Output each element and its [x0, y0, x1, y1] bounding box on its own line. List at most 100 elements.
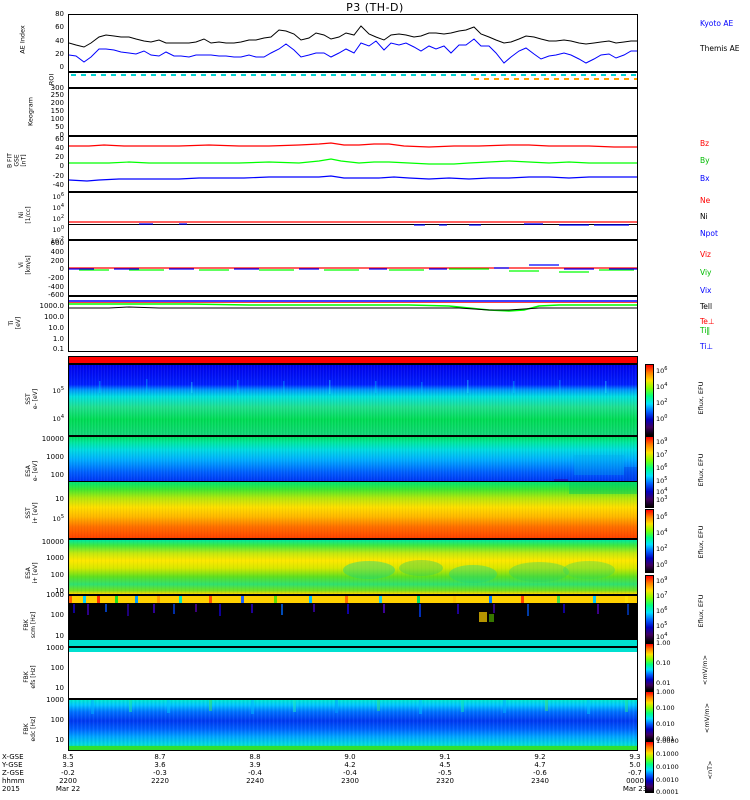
right-label-themis-ae: Themis AE: [700, 44, 740, 53]
ytick-esai-100: 100: [50, 571, 64, 579]
cbtitle-esa-i: Eflux, EFU: [697, 594, 705, 628]
ytick-sste-1e5: 105: [52, 386, 64, 396]
ylabel-velocity: Vi [km/s]: [18, 255, 32, 275]
cbtick-fbkefs-3: 0.001: [656, 735, 675, 743]
ephem-y-5: 4.7: [534, 761, 546, 769]
panel-keogram: [68, 88, 638, 136]
ytick-fbkedc-10: 10: [55, 736, 64, 744]
ytick-b-m40: -40: [52, 181, 64, 189]
panel-roi: [68, 72, 638, 88]
plot-title: P3 (TH-D): [346, 1, 404, 14]
right-label-ne: Ne: [700, 196, 711, 205]
ytick-ni-1e6: 106: [52, 192, 64, 202]
ytick-ae-60: 60: [55, 23, 64, 31]
ytick-v-m200: -200: [48, 274, 64, 282]
ephem-hhmm-4: 2320: [436, 777, 454, 785]
cbtick-esae-0: 109: [656, 437, 668, 447]
ytick-ae-40: 40: [55, 37, 64, 45]
colorbar-esa-e: [645, 436, 654, 508]
ephem-x-3: 9.0: [344, 753, 356, 761]
right-label-kyoto-ae: Kyoto AE: [700, 19, 734, 28]
ytick-v-m600: -600: [48, 291, 64, 299]
ephem-y-3: 4.2: [344, 761, 356, 769]
ylabel-keogram: Keogram: [26, 96, 35, 127]
panel-sst-i-spec: [68, 481, 638, 539]
ylabel-b-fit-gse: B FIT GSE [nT]: [6, 153, 28, 168]
right-label-te-perp: Te⊥: [700, 317, 715, 326]
ylabel-ae-index: AE Index: [18, 25, 27, 54]
ytick-ae-80: 80: [55, 10, 64, 18]
bfield-traces: [69, 142, 637, 182]
ytick-b-0: 0: [59, 162, 64, 170]
panel-sst-e-spec: [68, 364, 638, 436]
ephem-x-0: 8.5: [62, 753, 74, 761]
colorbar-sst-e: [645, 364, 654, 436]
ephem-hhmm-1: 2220: [151, 777, 169, 785]
colorbar-sst-i: [645, 509, 654, 573]
velocity-traces: [69, 264, 637, 273]
ephem-y-4: 4.5: [439, 761, 451, 769]
ytick-v-m400: -400: [48, 283, 64, 291]
right-label-vix: Vix: [700, 286, 712, 295]
ephem-hhmm-0: 2200: [59, 777, 77, 785]
panel-b-fit-gse: [68, 136, 638, 192]
cbtick-esae-1: 107: [656, 450, 668, 460]
right-label-tell: Tell: [700, 302, 713, 311]
cbtick-sste-3: 100: [656, 414, 668, 424]
right-label-bx: Bx: [700, 174, 710, 183]
panel-temperature: [68, 296, 638, 352]
ephem-row-label-hhmm: hhmm: [2, 777, 25, 785]
ylabel-temperature: Ti [eV]: [8, 316, 22, 330]
cbtick-fbkscm-1: 0.10: [656, 659, 671, 667]
right-label-viz: Viz: [700, 250, 711, 259]
ytick-ae-20: 20: [55, 50, 64, 58]
ytick-ni-1e4: 104: [52, 203, 64, 213]
ytick-b-20: 20: [55, 153, 64, 161]
cbtick-esae-2: 106: [656, 463, 668, 473]
ytick-v-0: 0: [59, 265, 64, 273]
ae-index-traces: [69, 25, 637, 64]
ephem-row-label-year: 2015: [2, 785, 20, 793]
ytick-fbkscm-10: 10: [55, 632, 64, 640]
colorbar-fbk-efs: [645, 691, 654, 741]
ephem-hhmm-3: 2300: [341, 777, 359, 785]
cbtitle-fbk-scm: <mV/m>: [701, 654, 709, 686]
ephem-x-5: 9.2: [534, 753, 546, 761]
colorbar-esa-i: [645, 575, 654, 643]
ephem-z-5: -0.6: [533, 769, 547, 777]
cbtick-fbkedc-0: 1.0000: [656, 737, 679, 745]
cbtick-sste-1: 104: [656, 382, 668, 392]
cbtick-fbkedc-2: 0.0100: [656, 763, 679, 771]
roi-markers: [71, 74, 637, 80]
sst-e-spectrogram: [69, 365, 637, 435]
ytick-v-400: 400: [50, 248, 64, 256]
ephem-x-1: 8.7: [154, 753, 166, 761]
cbtick-esae-4: 104: [656, 487, 668, 497]
ytick-b-m20: -20: [52, 172, 64, 180]
right-label-ti-par: Ti‖: [700, 326, 711, 335]
ytick-keo-300: 300: [50, 84, 64, 92]
right-label-viy: Viy: [700, 268, 712, 277]
ephem-z-6: -0.7: [628, 769, 642, 777]
colorbar-fbk-scm: [645, 643, 654, 691]
ephem-x-2: 8.8: [249, 753, 261, 761]
right-label-bz: Bz: [700, 139, 710, 148]
cbtick-esae-3: 105: [656, 476, 668, 486]
ytick-t-1: 1.0: [52, 335, 64, 343]
ytick-t-0p1: 0.1: [52, 345, 64, 353]
ytick-ae-0: 0: [59, 63, 64, 71]
panel-esa-i: [68, 539, 638, 595]
cbtick-esai-1: 107: [656, 591, 668, 601]
ytick-v-600: 600: [50, 239, 64, 247]
fbk-scm-spectrogram: [69, 596, 637, 646]
panel-fbk-edc: [68, 699, 638, 751]
ytick-fbkedc-100: 100: [50, 716, 64, 724]
density-traces: [69, 221, 637, 226]
ytick-b-60: 60: [55, 135, 64, 143]
fbk-efs-top-band: [69, 648, 637, 652]
ephem-row-label-x: X-GSE: [2, 753, 24, 761]
ephem-z-3: -0.4: [343, 769, 357, 777]
cbtick-ssti-1: 104: [656, 528, 668, 538]
ytick-keo-200: 200: [50, 99, 64, 107]
